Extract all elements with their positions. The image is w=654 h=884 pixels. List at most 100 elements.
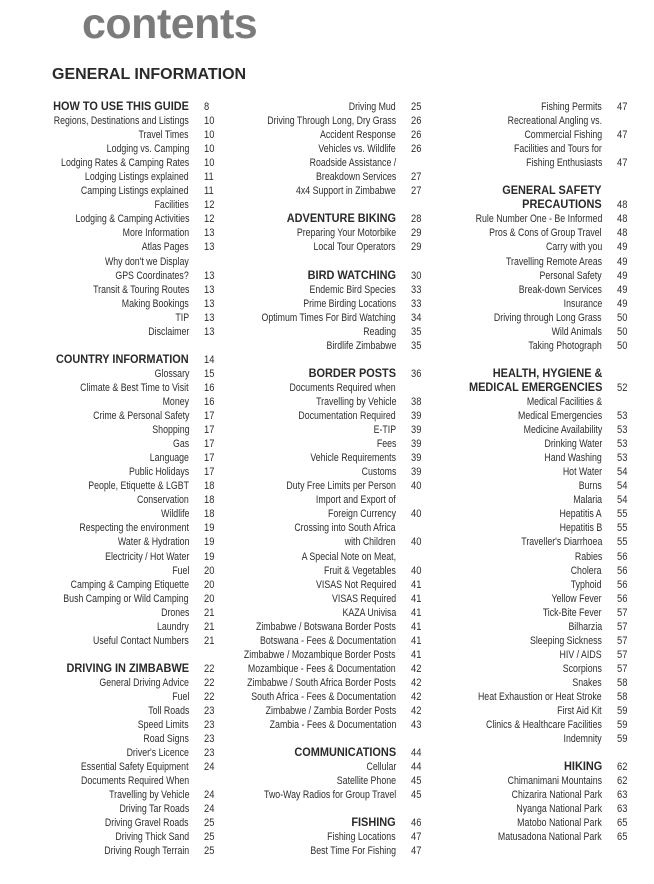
toc-entry: Snakes 58: [450, 676, 628, 690]
toc-entry-title: Foreign Currency: [328, 508, 396, 521]
toc-entry-title: Duty Free Limits per Person: [286, 480, 396, 493]
toc-entry-title: PRECAUTIONS: [522, 199, 602, 212]
toc-page-number: 56: [617, 592, 628, 605]
toc-spacer: [40, 648, 189, 662]
toc-entry-title: Local Tour Operators: [313, 241, 396, 254]
toc-page-number: 57: [617, 634, 628, 647]
toc-entry: Driving through Long Grass 50: [450, 311, 627, 325]
toc-spacer: [240, 732, 396, 746]
toc-entry-title: Regions, Destinations and Listings: [53, 115, 189, 128]
toc-entry: E-TIP 39: [240, 423, 422, 437]
toc-entry-title: Medical Facilities &: [526, 395, 602, 408]
toc-entry: Driver's Licence 23: [40, 746, 215, 760]
toc-entry-title: Chimanimani Mountains: [507, 775, 602, 788]
toc-page-number: 63: [617, 789, 628, 802]
toc-entry-title: Travelling by Vehicle: [315, 395, 396, 408]
toc-entry-title: Commercial Fishing: [524, 129, 602, 142]
toc-entry-title: Driver's Licence: [126, 747, 189, 760]
toc-entry: Driving Thick Sand 25: [40, 830, 214, 844]
toc-entry: Recreational Angling vs.: [450, 114, 602, 128]
toc-entry: Wildlife 18: [40, 507, 215, 521]
toc-entry-title: Accident Response: [320, 129, 396, 142]
toc-entry-title: Breakdown Services: [315, 171, 396, 184]
toc-entry-title: Preparing Your Motorbike: [296, 227, 396, 240]
toc-entry: Making Bookings 13: [40, 297, 214, 311]
toc-entry: Language 17: [40, 451, 215, 465]
toc-entry: Medicine Availability 53: [450, 423, 627, 437]
toc-entry: Fishing Enthusiasts 47: [450, 156, 628, 170]
toc-entry-title: Matusadona National Park: [498, 831, 602, 844]
toc-entry-title: Crime & Personal Safety: [92, 410, 189, 423]
toc-entry: Sleeping Sickness 57: [450, 634, 627, 648]
toc-entry-title: DRIVING IN ZIMBABWE: [66, 662, 189, 675]
section-title: GENERAL INFORMATION: [52, 66, 247, 83]
toc-entry: Fishing Locations 47: [240, 830, 422, 844]
toc-page-number: 53: [617, 452, 628, 465]
toc-entry: Conservation 18: [40, 493, 214, 507]
toc-spacer: [40, 339, 189, 353]
toc-entry-title: Driving through Long Grass: [494, 311, 602, 324]
toc-entry-title: Reading: [363, 325, 396, 338]
toc-entry: Facilities 12: [40, 198, 215, 212]
toc-entry: First Aid Kit 59: [450, 704, 628, 718]
toc-entry: Duty Free Limits per Person 40: [240, 479, 421, 493]
toc-entry: Best Time For Fishing 47: [240, 844, 421, 858]
toc-entry-title: Optimum Times For Bird Watching: [261, 311, 396, 324]
toc-entry: Water & Hydration 19: [40, 535, 214, 549]
toc-entry: Chimanimani Mountains 62: [450, 774, 628, 788]
toc-page-number: 17: [204, 410, 215, 423]
toc-page-number: 40: [411, 564, 422, 577]
toc-entry: Zimbabwe / Zambia Border Posts 42: [240, 704, 421, 718]
toc-page-number: 13: [204, 269, 215, 282]
toc-entry-title: Documents Required When: [80, 775, 189, 788]
toc-page-number: 18: [204, 494, 215, 507]
toc-entry-title: Camping Listings explained: [81, 185, 189, 198]
toc-entry-title: Carry with you: [545, 241, 602, 254]
toc-entry-title: Hot Water: [562, 466, 602, 479]
toc-entry-title: Cellular: [366, 761, 396, 774]
toc-page-number: 49: [617, 255, 628, 268]
toc-entry-title: Customs: [361, 466, 396, 479]
toc-entry: TIP 13: [40, 311, 214, 325]
toc-entry: Accident Response 26: [240, 128, 421, 142]
toc-entry-title: Glossary: [154, 367, 189, 380]
toc-page-number: 41: [411, 634, 422, 647]
toc-entry-title: Atlas Pages: [142, 241, 189, 254]
toc-page-number: 42: [411, 690, 422, 703]
toc-entry: Rule Number One - Be Informed 48: [450, 212, 627, 226]
toc-entry: Disclaimer 13: [40, 325, 214, 339]
toc-page-number: 55: [617, 508, 628, 521]
toc-spacer: [240, 802, 396, 816]
toc-page-number: 13: [204, 227, 215, 240]
toc-entry-title: Pros & Cons of Group Travel: [489, 227, 603, 240]
toc-entry: KAZA Univisa 41: [240, 606, 421, 620]
toc-entry-title: COMMUNICATIONS: [294, 747, 396, 760]
toc-spacer: [240, 198, 396, 212]
toc-entry: Camping Listings explained 11: [40, 184, 213, 198]
toc-entry: Scorpions 57: [450, 662, 628, 676]
toc-entry-title: TIP: [175, 311, 189, 324]
toc-page-number: 24: [204, 761, 215, 774]
toc-entry-title: BIRD WATCHING: [307, 269, 396, 282]
toc-entry: Documentation Required 39: [240, 409, 422, 423]
toc-entry: Laundry 21: [40, 620, 214, 634]
toc-entry: Money 16: [40, 395, 215, 409]
toc-entry-title: Heat Exhaustion or Heat Stroke: [478, 690, 602, 703]
toc-page-number: 39: [411, 452, 422, 465]
toc-page-number: 44: [411, 747, 422, 760]
toc-page-number: 13: [204, 283, 215, 296]
toc-page-number: 26: [411, 115, 422, 128]
toc-entry: Fishing Permits 47: [450, 100, 627, 114]
toc-entry-title: Driving Tar Roads: [119, 803, 189, 816]
toc-entry: South Africa - Fees & Documentation 42: [240, 690, 421, 704]
toc-entry: with Children 40: [240, 535, 421, 549]
toc-entry-title: HEALTH, HYGIENE &: [492, 367, 602, 380]
toc-heading: ADVENTURE BIKING 28: [240, 212, 422, 226]
toc-entry-title: with Children: [345, 536, 396, 549]
toc-entry-title: Zimbabwe / Mozambique Border Posts: [244, 648, 396, 661]
toc-entry: Hepatitis B 55: [450, 521, 627, 535]
toc-entry: Traveller's Diarrhoea 55: [450, 535, 627, 549]
toc-entry-title: Electricity / Hot Water: [104, 550, 189, 563]
toc-entry-title: ADVENTURE BIKING: [286, 213, 396, 226]
toc-entry-title: Endemic Bird Species: [309, 283, 396, 296]
